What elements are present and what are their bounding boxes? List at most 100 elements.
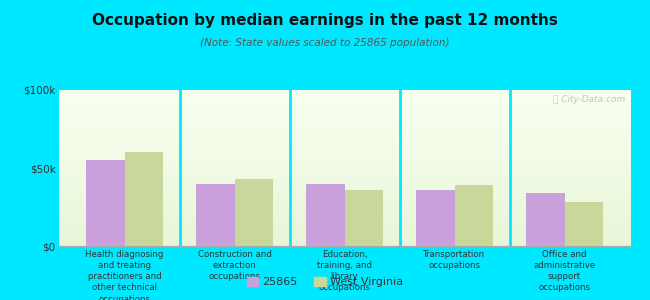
- Text: Ⓜ City-Data.com: Ⓜ City-Data.com: [552, 95, 625, 104]
- Bar: [58, 173, 630, 174]
- Bar: [58, 206, 630, 207]
- Bar: [58, 229, 630, 230]
- Bar: [58, 167, 630, 168]
- Bar: [58, 224, 630, 226]
- Bar: [58, 98, 630, 99]
- Bar: [58, 227, 630, 229]
- Bar: [58, 93, 630, 95]
- Bar: [58, 244, 630, 246]
- Bar: [58, 148, 630, 149]
- Bar: [58, 235, 630, 237]
- Bar: [58, 179, 630, 181]
- Bar: [58, 115, 630, 116]
- Bar: [58, 171, 630, 173]
- Bar: [58, 226, 630, 227]
- Bar: [58, 240, 630, 241]
- Bar: [58, 134, 630, 135]
- Bar: [58, 157, 630, 159]
- Bar: [58, 118, 630, 120]
- Bar: [58, 188, 630, 190]
- Bar: [58, 163, 630, 165]
- Bar: [58, 152, 630, 154]
- Bar: [58, 223, 630, 224]
- Bar: [58, 204, 630, 206]
- Bar: [58, 160, 630, 162]
- Bar: [58, 238, 630, 240]
- Bar: [454, 185, 493, 246]
- Bar: [58, 220, 630, 221]
- Bar: [58, 146, 630, 148]
- Bar: [58, 208, 630, 210]
- Bar: [58, 112, 630, 113]
- Bar: [58, 135, 630, 137]
- Bar: [58, 121, 630, 123]
- Bar: [58, 210, 630, 212]
- Bar: [306, 184, 344, 246]
- Bar: [58, 110, 630, 112]
- Bar: [58, 120, 630, 121]
- Legend: 25865, West Virginia: 25865, West Virginia: [242, 272, 408, 291]
- Bar: [196, 184, 235, 246]
- Bar: [58, 193, 630, 194]
- Bar: [58, 106, 630, 107]
- Bar: [58, 128, 630, 129]
- Text: Occupation by median earnings in the past 12 months: Occupation by median earnings in the pas…: [92, 14, 558, 28]
- Bar: [58, 215, 630, 216]
- Bar: [58, 95, 630, 96]
- Bar: [58, 165, 630, 166]
- Bar: [58, 230, 630, 232]
- Bar: [58, 154, 630, 155]
- Bar: [58, 212, 630, 213]
- Bar: [58, 162, 630, 163]
- Bar: [58, 142, 630, 143]
- Bar: [58, 149, 630, 151]
- Bar: [58, 221, 630, 223]
- Bar: [58, 116, 630, 118]
- Bar: [58, 129, 630, 130]
- Bar: [58, 103, 630, 104]
- Bar: [58, 104, 630, 106]
- Bar: [344, 190, 383, 246]
- Bar: [58, 182, 630, 184]
- Bar: [58, 101, 630, 103]
- Bar: [58, 243, 630, 244]
- Bar: [58, 207, 630, 208]
- Bar: [86, 160, 125, 246]
- Bar: [58, 187, 630, 188]
- Bar: [58, 213, 630, 215]
- Bar: [58, 185, 630, 187]
- Bar: [58, 201, 630, 202]
- Bar: [58, 237, 630, 238]
- Bar: [58, 90, 630, 92]
- Bar: [58, 232, 630, 233]
- Bar: [58, 109, 630, 110]
- Bar: [58, 159, 630, 160]
- Bar: [58, 174, 630, 176]
- Bar: [58, 145, 630, 146]
- Bar: [58, 140, 630, 142]
- Bar: [58, 241, 630, 243]
- Bar: [235, 179, 273, 246]
- Bar: [58, 137, 630, 138]
- Bar: [58, 196, 630, 198]
- Bar: [526, 193, 564, 246]
- Bar: [58, 124, 630, 126]
- Bar: [416, 190, 454, 246]
- Bar: [58, 126, 630, 128]
- Bar: [58, 168, 630, 170]
- Bar: [58, 113, 630, 115]
- Bar: [58, 190, 630, 191]
- Bar: [58, 92, 630, 93]
- Bar: [58, 191, 630, 193]
- Bar: [58, 138, 630, 140]
- Bar: [58, 96, 630, 98]
- Bar: [58, 177, 630, 179]
- Bar: [58, 169, 630, 171]
- Bar: [58, 99, 630, 101]
- Bar: [58, 194, 630, 196]
- Bar: [58, 123, 630, 124]
- Bar: [58, 132, 630, 134]
- Bar: [58, 181, 630, 182]
- Bar: [58, 216, 630, 218]
- Text: (Note: State values scaled to 25865 population): (Note: State values scaled to 25865 popu…: [200, 38, 450, 47]
